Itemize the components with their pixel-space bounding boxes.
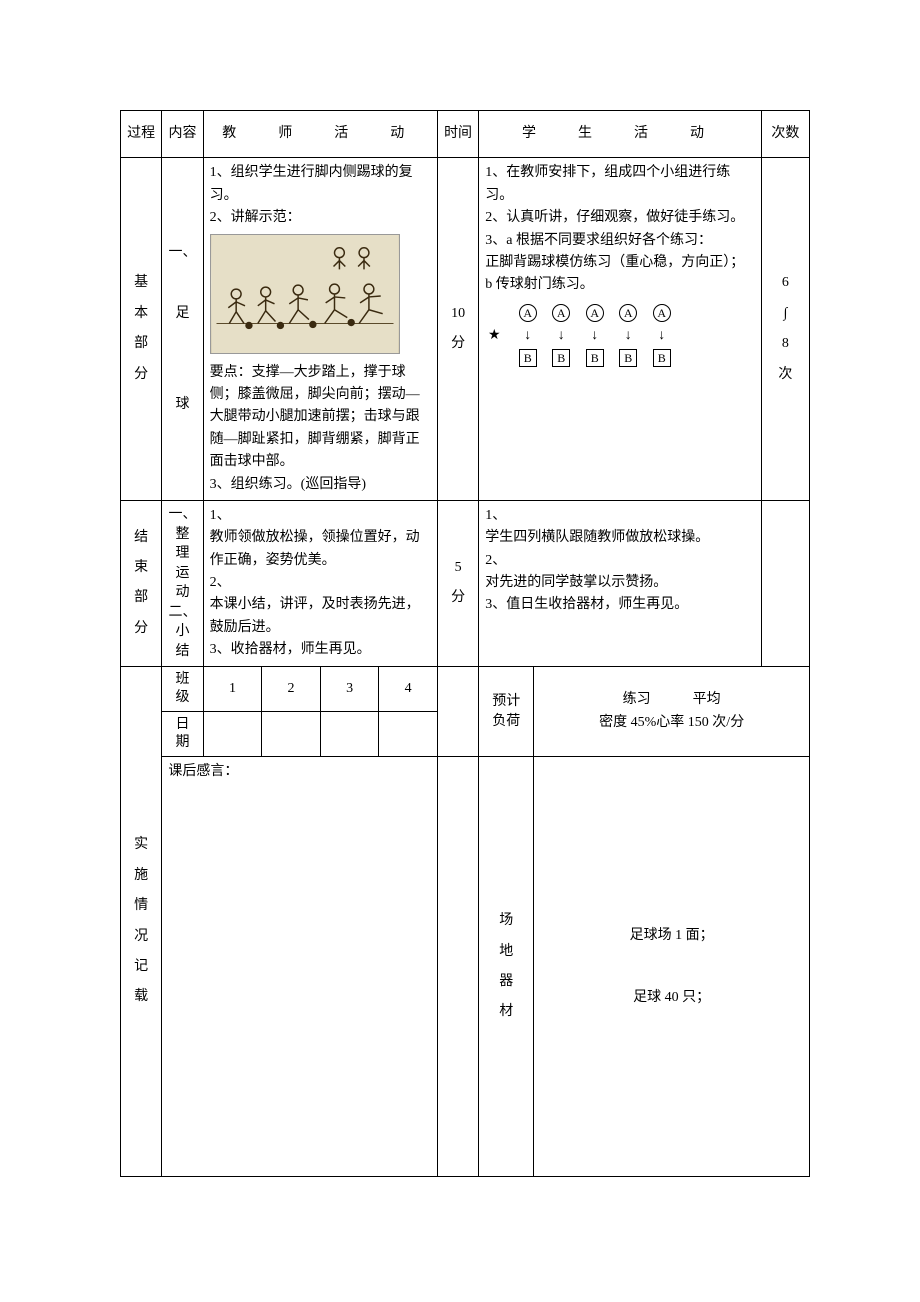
node-a: A [519,304,537,322]
spacer2 [437,757,478,1177]
student-activity-2: 1、 学生四列横队跟随教师做放松球操。 2、 对先进的同学鼓掌以示赞扬。 3、值… [479,500,761,666]
node-a: A [552,304,570,322]
process-basic: 基本部分 [121,158,162,501]
load-line1: 练习 平均 [540,689,803,711]
student-line-4: 正脚背踢球模仿练习（重心稳，方向正）； [485,252,754,274]
t2-5: 3、收拾器材，师生再见。 [210,639,431,661]
col-process: 过程 [121,111,162,158]
teacher-line-3: 3、组织练习。(巡回指导) [210,474,431,496]
node-b: B [653,349,671,367]
class-3: 3 [320,666,379,711]
node-a: A [653,304,671,322]
load-line2: 密度 45%心率 150 次/分 [540,712,803,734]
count-end-empty [761,500,809,666]
count-6-8: 6∫8次 [761,158,809,501]
date-3 [320,712,379,757]
node-b: B [586,349,604,367]
row-basic: 基本部分 一、 足 球 1、组织学生进行脚内侧踢球的复习。 2、讲解示范： [121,158,810,501]
date-1 [203,712,262,757]
col-content: 内容 [162,111,203,158]
t2-3: 2、 [210,572,431,594]
date-2 [262,712,321,757]
row-end: 结束部分 一、整理运动二、小结 1、 教师领做放松操，领操位置好，动作正确，姿势… [121,500,810,666]
down-arrow-icon: ↓ [552,325,570,347]
lesson-plan-table: 过程 内容 教 师 活 动 时间 学 生 活 动 次数 基本部分 一、 足 球 … [120,110,810,1177]
load-label: 预计负荷 [479,666,534,757]
time-10min: 10分 [437,158,478,501]
node-a: A [586,304,604,322]
student-line-3: 3、a 根据不同要求组织好各个练习： [485,230,754,252]
down-arrow-icon: ↓ [586,325,604,347]
content-end: 一、整理运动二、小结 [162,500,203,666]
class-2: 2 [262,666,321,711]
student-line-2: 2、认真听讲，仔细观察，做好徒手练习。 [485,207,754,229]
node-b: B [552,349,570,367]
class-1: 1 [203,666,262,711]
venue-line-1: 足球场 1 面； [540,925,803,947]
postnote-cell: 课后感言： [162,757,438,1177]
teacher-activity-1: 1、组织学生进行脚内侧踢球的复习。 2、讲解示范： [203,158,437,501]
postnote-label: 课后感言： [168,761,431,783]
kicking-sketch-icon [211,235,399,353]
date-4 [379,712,438,757]
down-arrow-icon: ↓ [619,325,637,347]
teacher-line-1: 1、组织学生进行脚内侧踢球的复习。 [210,162,431,207]
teacher-activity-2: 1、 教师领做放松操，领操位置好，动作正确，姿势优美。 2、 本课小结，讲评，及… [203,500,437,666]
class-4: 4 [379,666,438,711]
demo-illustration [210,234,400,354]
student-line-5: b 传球射门练习。 [485,274,754,296]
s2-2: 学生四列横队跟随教师做放松球操。 [485,527,754,549]
node-a: A [619,304,637,322]
t2-4: 本课小结，讲评，及时表扬先进，鼓励后进。 [210,594,431,639]
student-line-1: 1、在教师安排下，组成四个小组进行练习。 [485,162,754,207]
col-student: 学 生 活 动 [479,111,761,158]
formation-diagram: A A A A A ★ ↓ ↓ ↓ ↓ ↓ B B [485,297,754,376]
impl-label: 实施情况记载 [121,666,162,1177]
teacher-keypoints: 要点：支撑—大步踏上，撑于球侧；膝盖微屈，脚尖向前；摆动—大腿带动小腿加速前摆；… [210,362,431,474]
node-b: B [519,349,537,367]
s2-3: 2、 [485,550,754,572]
s2-4: 对先进的同学鼓掌以示赞扬。 [485,572,754,594]
process-end: 结束部分 [121,500,162,666]
s2-1: 1、 [485,505,754,527]
header-row: 过程 内容 教 师 活 动 时间 学 生 活 动 次数 [121,111,810,158]
down-arrow-icon: ↓ [653,325,671,347]
star-icon: ★ [485,325,503,347]
time-5min: 5分 [437,500,478,666]
venue-line-2: 足球 40 只； [540,987,803,1009]
t2-2: 教师领做放松操，领操位置好，动作正确，姿势优美。 [210,527,431,572]
s2-5: 3、值日生收拾器材，师生再见。 [485,594,754,616]
col-time: 时间 [437,111,478,158]
row-class-nums: 实施情况记载 班级 1 2 3 4 预计负荷 练习 平均 密度 45%心率 15… [121,666,810,711]
node-b: B [619,349,637,367]
content-football: 一、 足 球 [162,158,203,501]
venue-value: 足球场 1 面； 足球 40 只； [534,757,810,1177]
col-teacher: 教 师 活 动 [203,111,437,158]
student-activity-1: 1、在教师安排下，组成四个小组进行练习。 2、认真听讲，仔细观察，做好徒手练习。… [479,158,761,501]
date-label: 日期 [162,712,203,757]
down-arrow-icon: ↓ [519,325,537,347]
load-value: 练习 平均 密度 45%心率 150 次/分 [534,666,810,757]
spacer-cell [437,666,478,757]
t2-1: 1、 [210,505,431,527]
col-count: 次数 [761,111,809,158]
teacher-line-2: 2、讲解示范： [210,207,431,229]
class-label: 班级 [162,666,203,711]
venue-label: 场地器材 [479,757,534,1177]
